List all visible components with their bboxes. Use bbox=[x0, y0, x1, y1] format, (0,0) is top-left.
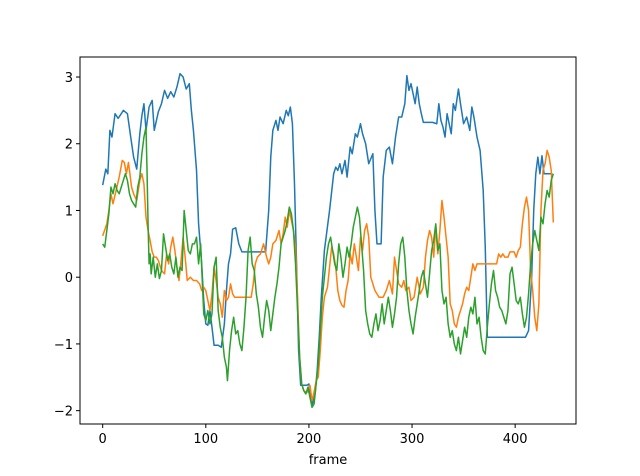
x-tick-label: 400 bbox=[503, 432, 528, 447]
x-axis-label: frame bbox=[309, 453, 348, 468]
x-tick-label: 200 bbox=[297, 432, 322, 447]
plot-area bbox=[101, 72, 555, 409]
y-tick-label: 2 bbox=[65, 138, 73, 153]
y-tick-label: 0 bbox=[65, 271, 73, 286]
y-tick-label: −1 bbox=[54, 338, 73, 353]
y-tick-label: 3 bbox=[65, 71, 73, 86]
axes-frame bbox=[79, 56, 577, 425]
x-tick-label: 100 bbox=[193, 432, 218, 447]
x-axis: 0 100 200 300 400 bbox=[99, 424, 528, 447]
series-line-1 bbox=[101, 72, 553, 407]
y-tick-label: 1 bbox=[65, 204, 73, 219]
series-line-3 bbox=[102, 126, 555, 409]
x-tick-label: 300 bbox=[400, 432, 425, 447]
x-tick-label: 0 bbox=[99, 432, 107, 447]
y-axis: −2 −1 0 1 2 3 bbox=[54, 71, 80, 420]
series-line-2 bbox=[101, 149, 555, 402]
y-tick-label: −2 bbox=[54, 405, 73, 420]
